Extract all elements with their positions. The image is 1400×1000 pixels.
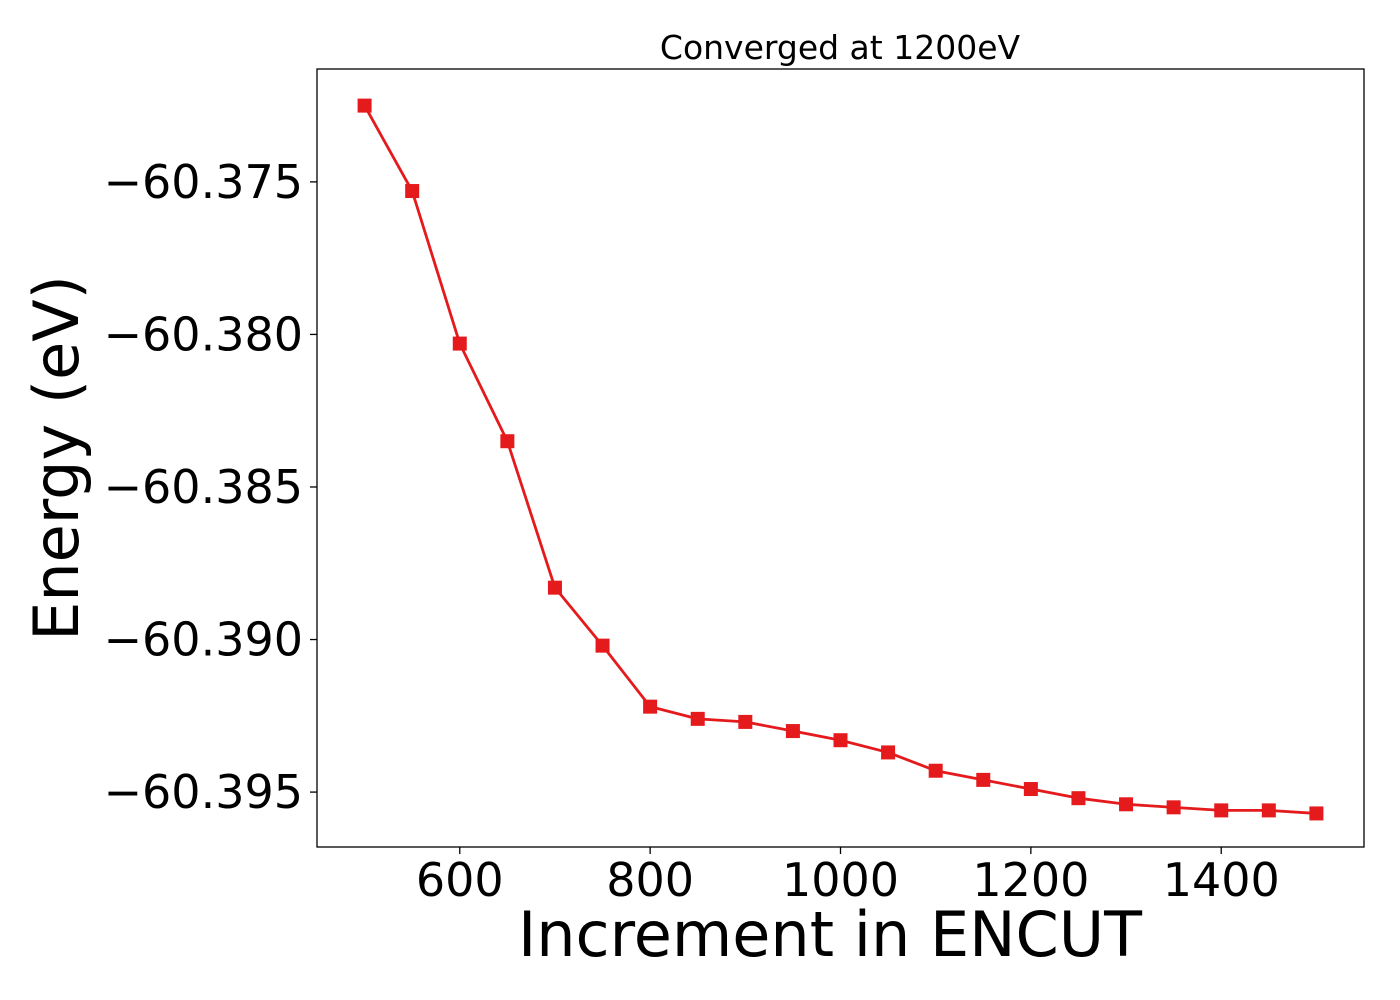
data-point-marker xyxy=(357,98,372,113)
x-tick-label: 1200 xyxy=(972,853,1089,907)
data-point-marker xyxy=(833,733,848,748)
y-tick-label: −60.390 xyxy=(104,613,304,667)
x-tick-label: 600 xyxy=(416,853,504,907)
data-point-marker xyxy=(928,763,943,778)
data-point-marker xyxy=(643,699,658,714)
x-tick-label: 1400 xyxy=(1163,853,1280,907)
data-point-marker xyxy=(785,724,800,739)
y-tick-label: −60.375 xyxy=(104,155,304,209)
data-point-marker xyxy=(1261,803,1276,818)
data-point-marker xyxy=(595,638,610,653)
y-axis-label: Energy (eV) xyxy=(20,275,93,641)
y-axis-ticks: −60.375 −60.380 −60.385 −60.390 −60.395 xyxy=(104,155,317,819)
data-point-marker xyxy=(547,580,562,595)
x-tick-label: 1000 xyxy=(782,853,899,907)
data-point-marker xyxy=(738,714,753,729)
data-point-marker xyxy=(690,711,705,726)
data-point-marker xyxy=(1119,797,1134,812)
y-tick-label: −60.380 xyxy=(104,307,304,361)
x-axis-ticks: 600 800 1000 1200 1400 xyxy=(416,847,1280,907)
plot-area: 600 800 1000 1200 1400 −60.375 −60.380 −60.385… xyxy=(104,68,1365,907)
y-tick-label: −60.395 xyxy=(104,765,304,819)
data-point-marker xyxy=(1071,791,1086,806)
data-point-marker xyxy=(452,336,467,351)
data-point-marker xyxy=(1166,800,1181,815)
data-point-marker xyxy=(1309,806,1324,821)
x-axis-label: Increment in ENCUT xyxy=(518,898,1143,971)
chart-title: Converged at 1200eV xyxy=(660,28,1021,67)
data-point-marker xyxy=(1023,782,1038,797)
data-point-marker xyxy=(881,745,896,760)
series-group xyxy=(357,98,1324,821)
data-point-marker xyxy=(976,772,991,787)
x-tick-label: 800 xyxy=(606,853,694,907)
data-point-marker xyxy=(1214,803,1229,818)
y-tick-label: −60.385 xyxy=(104,460,304,514)
data-point-marker xyxy=(500,434,515,449)
data-point-marker xyxy=(405,184,420,199)
